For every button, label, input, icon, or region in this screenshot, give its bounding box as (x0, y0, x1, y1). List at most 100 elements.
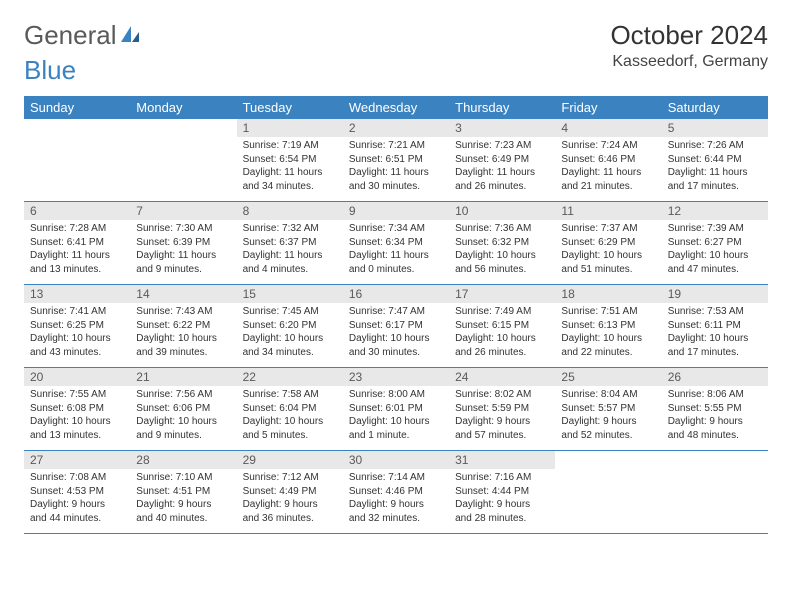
month-title: October 2024 (610, 20, 768, 51)
day-details: Sunrise: 7:14 AMSunset: 4:46 PMDaylight:… (343, 469, 449, 529)
day-number: 18 (555, 285, 661, 303)
day-details: Sunrise: 7:34 AMSunset: 6:34 PMDaylight:… (343, 220, 449, 280)
calendar-day-cell: 25Sunrise: 8:04 AMSunset: 5:57 PMDayligh… (555, 368, 661, 451)
day-details: Sunrise: 7:26 AMSunset: 6:44 PMDaylight:… (662, 137, 768, 197)
day-number: 1 (237, 119, 343, 137)
calendar-day-cell: 2Sunrise: 7:21 AMSunset: 6:51 PMDaylight… (343, 119, 449, 202)
calendar-day-cell: 5Sunrise: 7:26 AMSunset: 6:44 PMDaylight… (662, 119, 768, 202)
day-details: Sunrise: 7:10 AMSunset: 4:51 PMDaylight:… (130, 469, 236, 529)
day-number: 10 (449, 202, 555, 220)
logo-text-blue: Blue (24, 55, 76, 85)
calendar-empty-cell (130, 119, 236, 202)
calendar-day-cell: 23Sunrise: 8:00 AMSunset: 6:01 PMDayligh… (343, 368, 449, 451)
day-details: Sunrise: 7:39 AMSunset: 6:27 PMDaylight:… (662, 220, 768, 280)
calendar-day-cell: 12Sunrise: 7:39 AMSunset: 6:27 PMDayligh… (662, 202, 768, 285)
calendar-day-cell: 7Sunrise: 7:30 AMSunset: 6:39 PMDaylight… (130, 202, 236, 285)
day-number: 23 (343, 368, 449, 386)
day-details: Sunrise: 7:08 AMSunset: 4:53 PMDaylight:… (24, 469, 130, 529)
calendar-day-cell: 15Sunrise: 7:45 AMSunset: 6:20 PMDayligh… (237, 285, 343, 368)
calendar-empty-cell (24, 119, 130, 202)
day-number: 2 (343, 119, 449, 137)
calendar-day-cell: 16Sunrise: 7:47 AMSunset: 6:17 PMDayligh… (343, 285, 449, 368)
day-details: Sunrise: 7:37 AMSunset: 6:29 PMDaylight:… (555, 220, 661, 280)
day-details: Sunrise: 8:06 AMSunset: 5:55 PMDaylight:… (662, 386, 768, 446)
day-details: Sunrise: 8:00 AMSunset: 6:01 PMDaylight:… (343, 386, 449, 446)
day-details: Sunrise: 7:49 AMSunset: 6:15 PMDaylight:… (449, 303, 555, 363)
day-number: 21 (130, 368, 236, 386)
day-number: 5 (662, 119, 768, 137)
title-block: October 2024 Kasseedorf, Germany (610, 20, 768, 71)
calendar-row: 13Sunrise: 7:41 AMSunset: 6:25 PMDayligh… (24, 285, 768, 368)
logo-text-general: General (24, 20, 117, 51)
logo: General (24, 20, 141, 51)
day-number: 14 (130, 285, 236, 303)
calendar-row: 6Sunrise: 7:28 AMSunset: 6:41 PMDaylight… (24, 202, 768, 285)
weekday-header: Monday (130, 96, 236, 119)
calendar-day-cell: 3Sunrise: 7:23 AMSunset: 6:49 PMDaylight… (449, 119, 555, 202)
calendar-day-cell: 20Sunrise: 7:55 AMSunset: 6:08 PMDayligh… (24, 368, 130, 451)
day-number: 15 (237, 285, 343, 303)
calendar-day-cell: 6Sunrise: 7:28 AMSunset: 6:41 PMDaylight… (24, 202, 130, 285)
calendar-day-cell: 28Sunrise: 7:10 AMSunset: 4:51 PMDayligh… (130, 451, 236, 534)
day-details: Sunrise: 8:04 AMSunset: 5:57 PMDaylight:… (555, 386, 661, 446)
day-number: 25 (555, 368, 661, 386)
weekday-header: Tuesday (237, 96, 343, 119)
calendar-day-cell: 4Sunrise: 7:24 AMSunset: 6:46 PMDaylight… (555, 119, 661, 202)
day-number: 31 (449, 451, 555, 469)
calendar-day-cell: 30Sunrise: 7:14 AMSunset: 4:46 PMDayligh… (343, 451, 449, 534)
calendar-day-cell: 24Sunrise: 8:02 AMSunset: 5:59 PMDayligh… (449, 368, 555, 451)
day-details: Sunrise: 7:32 AMSunset: 6:37 PMDaylight:… (237, 220, 343, 280)
day-details: Sunrise: 7:51 AMSunset: 6:13 PMDaylight:… (555, 303, 661, 363)
day-details: Sunrise: 7:56 AMSunset: 6:06 PMDaylight:… (130, 386, 236, 446)
weekday-header: Friday (555, 96, 661, 119)
calendar-day-cell: 29Sunrise: 7:12 AMSunset: 4:49 PMDayligh… (237, 451, 343, 534)
calendar-row: 20Sunrise: 7:55 AMSunset: 6:08 PMDayligh… (24, 368, 768, 451)
day-number: 28 (130, 451, 236, 469)
calendar-day-cell: 10Sunrise: 7:36 AMSunset: 6:32 PMDayligh… (449, 202, 555, 285)
day-details: Sunrise: 7:58 AMSunset: 6:04 PMDaylight:… (237, 386, 343, 446)
weekday-header: Wednesday (343, 96, 449, 119)
calendar-day-cell: 27Sunrise: 7:08 AMSunset: 4:53 PMDayligh… (24, 451, 130, 534)
day-details: Sunrise: 7:47 AMSunset: 6:17 PMDaylight:… (343, 303, 449, 363)
calendar-row: 1Sunrise: 7:19 AMSunset: 6:54 PMDaylight… (24, 119, 768, 202)
day-number: 19 (662, 285, 768, 303)
day-details: Sunrise: 7:30 AMSunset: 6:39 PMDaylight:… (130, 220, 236, 280)
day-details: Sunrise: 7:53 AMSunset: 6:11 PMDaylight:… (662, 303, 768, 363)
calendar-day-cell: 8Sunrise: 7:32 AMSunset: 6:37 PMDaylight… (237, 202, 343, 285)
day-number: 3 (449, 119, 555, 137)
day-number: 22 (237, 368, 343, 386)
day-number: 29 (237, 451, 343, 469)
day-number: 9 (343, 202, 449, 220)
calendar-day-cell: 21Sunrise: 7:56 AMSunset: 6:06 PMDayligh… (130, 368, 236, 451)
calendar-day-cell: 22Sunrise: 7:58 AMSunset: 6:04 PMDayligh… (237, 368, 343, 451)
day-number: 4 (555, 119, 661, 137)
calendar-day-cell: 18Sunrise: 7:51 AMSunset: 6:13 PMDayligh… (555, 285, 661, 368)
location-text: Kasseedorf, Germany (610, 53, 768, 71)
day-details: Sunrise: 7:36 AMSunset: 6:32 PMDaylight:… (449, 220, 555, 280)
day-details: Sunrise: 7:24 AMSunset: 6:46 PMDaylight:… (555, 137, 661, 197)
weekday-header: Thursday (449, 96, 555, 119)
weekday-header: Saturday (662, 96, 768, 119)
weekday-header: Sunday (24, 96, 130, 119)
calendar-body: 1Sunrise: 7:19 AMSunset: 6:54 PMDaylight… (24, 119, 768, 534)
day-number: 30 (343, 451, 449, 469)
calendar-table: SundayMondayTuesdayWednesdayThursdayFrid… (24, 96, 768, 534)
day-number: 12 (662, 202, 768, 220)
day-details: Sunrise: 7:45 AMSunset: 6:20 PMDaylight:… (237, 303, 343, 363)
calendar-day-cell: 1Sunrise: 7:19 AMSunset: 6:54 PMDaylight… (237, 119, 343, 202)
calendar-day-cell: 26Sunrise: 8:06 AMSunset: 5:55 PMDayligh… (662, 368, 768, 451)
weekday-header-row: SundayMondayTuesdayWednesdayThursdayFrid… (24, 96, 768, 119)
day-details: Sunrise: 7:23 AMSunset: 6:49 PMDaylight:… (449, 137, 555, 197)
day-number: 11 (555, 202, 661, 220)
day-number: 26 (662, 368, 768, 386)
calendar-day-cell: 13Sunrise: 7:41 AMSunset: 6:25 PMDayligh… (24, 285, 130, 368)
day-number: 13 (24, 285, 130, 303)
day-details: Sunrise: 7:16 AMSunset: 4:44 PMDaylight:… (449, 469, 555, 529)
calendar-day-cell: 14Sunrise: 7:43 AMSunset: 6:22 PMDayligh… (130, 285, 236, 368)
day-details: Sunrise: 7:19 AMSunset: 6:54 PMDaylight:… (237, 137, 343, 197)
day-details: Sunrise: 7:43 AMSunset: 6:22 PMDaylight:… (130, 303, 236, 363)
day-number: 17 (449, 285, 555, 303)
day-details: Sunrise: 7:41 AMSunset: 6:25 PMDaylight:… (24, 303, 130, 363)
calendar-day-cell: 11Sunrise: 7:37 AMSunset: 6:29 PMDayligh… (555, 202, 661, 285)
day-details: Sunrise: 7:12 AMSunset: 4:49 PMDaylight:… (237, 469, 343, 529)
